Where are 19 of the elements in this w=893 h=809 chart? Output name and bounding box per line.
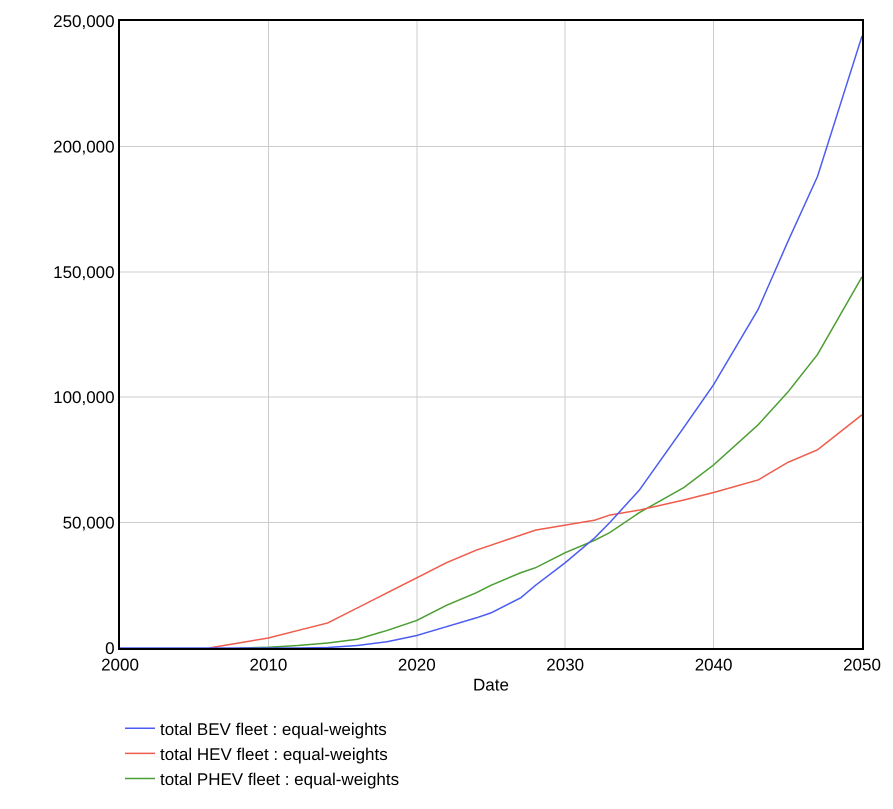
x-tick-label: 2050 xyxy=(843,655,881,674)
x-tick-label: 2010 xyxy=(249,655,288,674)
y-tick-label: 0 xyxy=(105,638,115,658)
y-tick-label: 150,000 xyxy=(53,262,115,282)
legend-label: total BEV fleet : equal-weights xyxy=(160,720,387,739)
x-axis-title: Date xyxy=(473,675,509,694)
x-tick-label: 2030 xyxy=(546,655,584,674)
legend-label: total HEV fleet : equal-weights xyxy=(160,744,388,764)
line-series xyxy=(238,276,862,648)
line-series xyxy=(120,35,862,648)
x-tick-label: 2000 xyxy=(101,655,139,674)
y-tick-label: 250,000 xyxy=(53,12,115,31)
x-tick-label: 2040 xyxy=(694,655,733,674)
legend-label: total PHEV fleet : equal-weights xyxy=(160,770,400,790)
line-series xyxy=(208,414,862,648)
y-tick-label: 100,000 xyxy=(53,388,115,408)
x-tick-label: 2020 xyxy=(398,655,436,674)
y-tick-label: 50,000 xyxy=(62,514,115,533)
y-tick-label: 200,000 xyxy=(53,137,115,156)
